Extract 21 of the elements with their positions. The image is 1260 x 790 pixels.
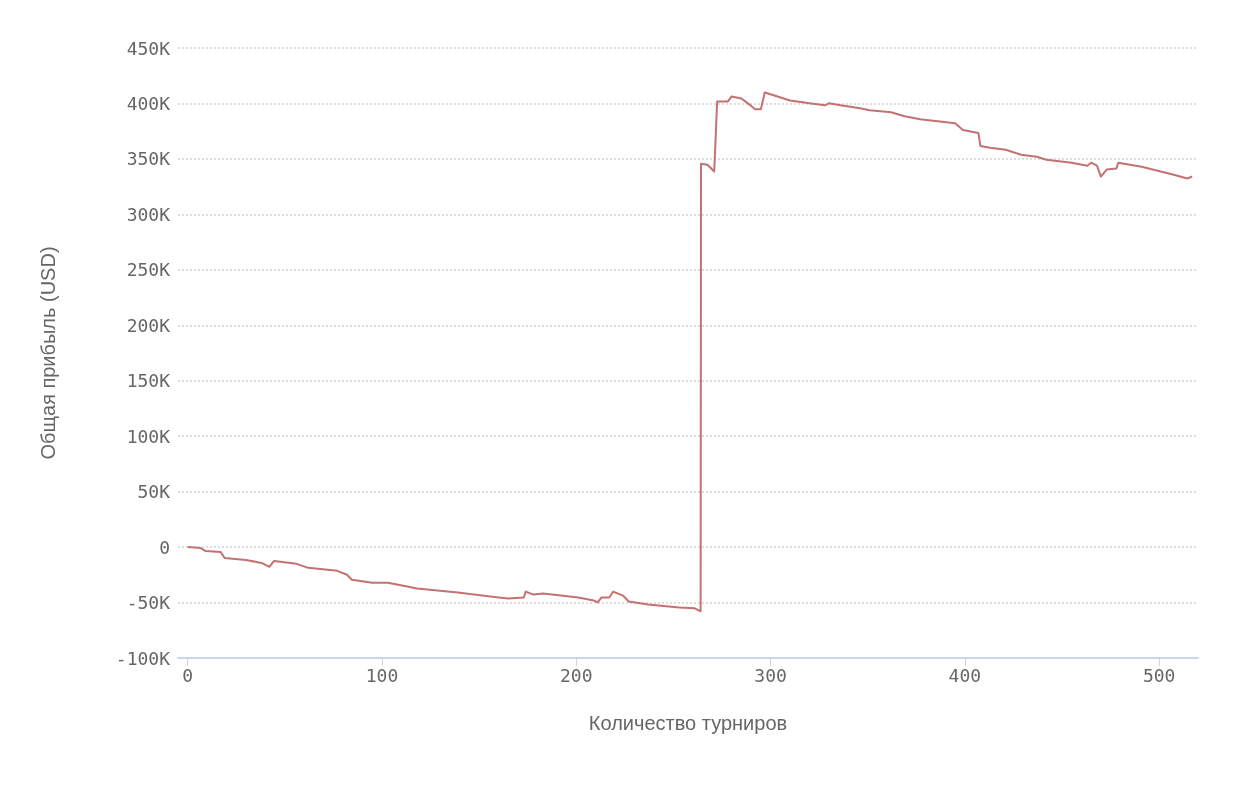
y-tick-label: 100K [126,425,171,447]
y-tick-label: 150K [126,370,171,392]
y-tick-label: 50K [137,481,171,503]
y-tick-label: 350K [126,148,171,170]
x-tick-label: 100 [365,664,399,686]
y-axis-title: Общая прибыль (USD) [37,246,59,460]
x-tick-label: 0 [182,664,194,686]
x-tick-label: 200 [560,664,593,686]
y-tick-label: 300K [126,203,171,225]
y-tick-label: 450K [126,37,171,59]
x-tick-label: 300 [754,664,787,686]
x-tick-label: 400 [948,664,982,686]
line-series [186,91,1194,613]
y-tick-label: 200K [126,314,171,336]
y-tick-label: 0 [159,536,170,558]
y-tick-label: 250K [126,259,171,281]
y-tick-label: -100K [115,647,171,669]
x-tick-label: 500 [1142,664,1176,686]
x-axis-title: Количество турниров [588,712,788,734]
y-tick-label: -50K [126,592,171,614]
y-tick-label: 400K [126,92,171,114]
